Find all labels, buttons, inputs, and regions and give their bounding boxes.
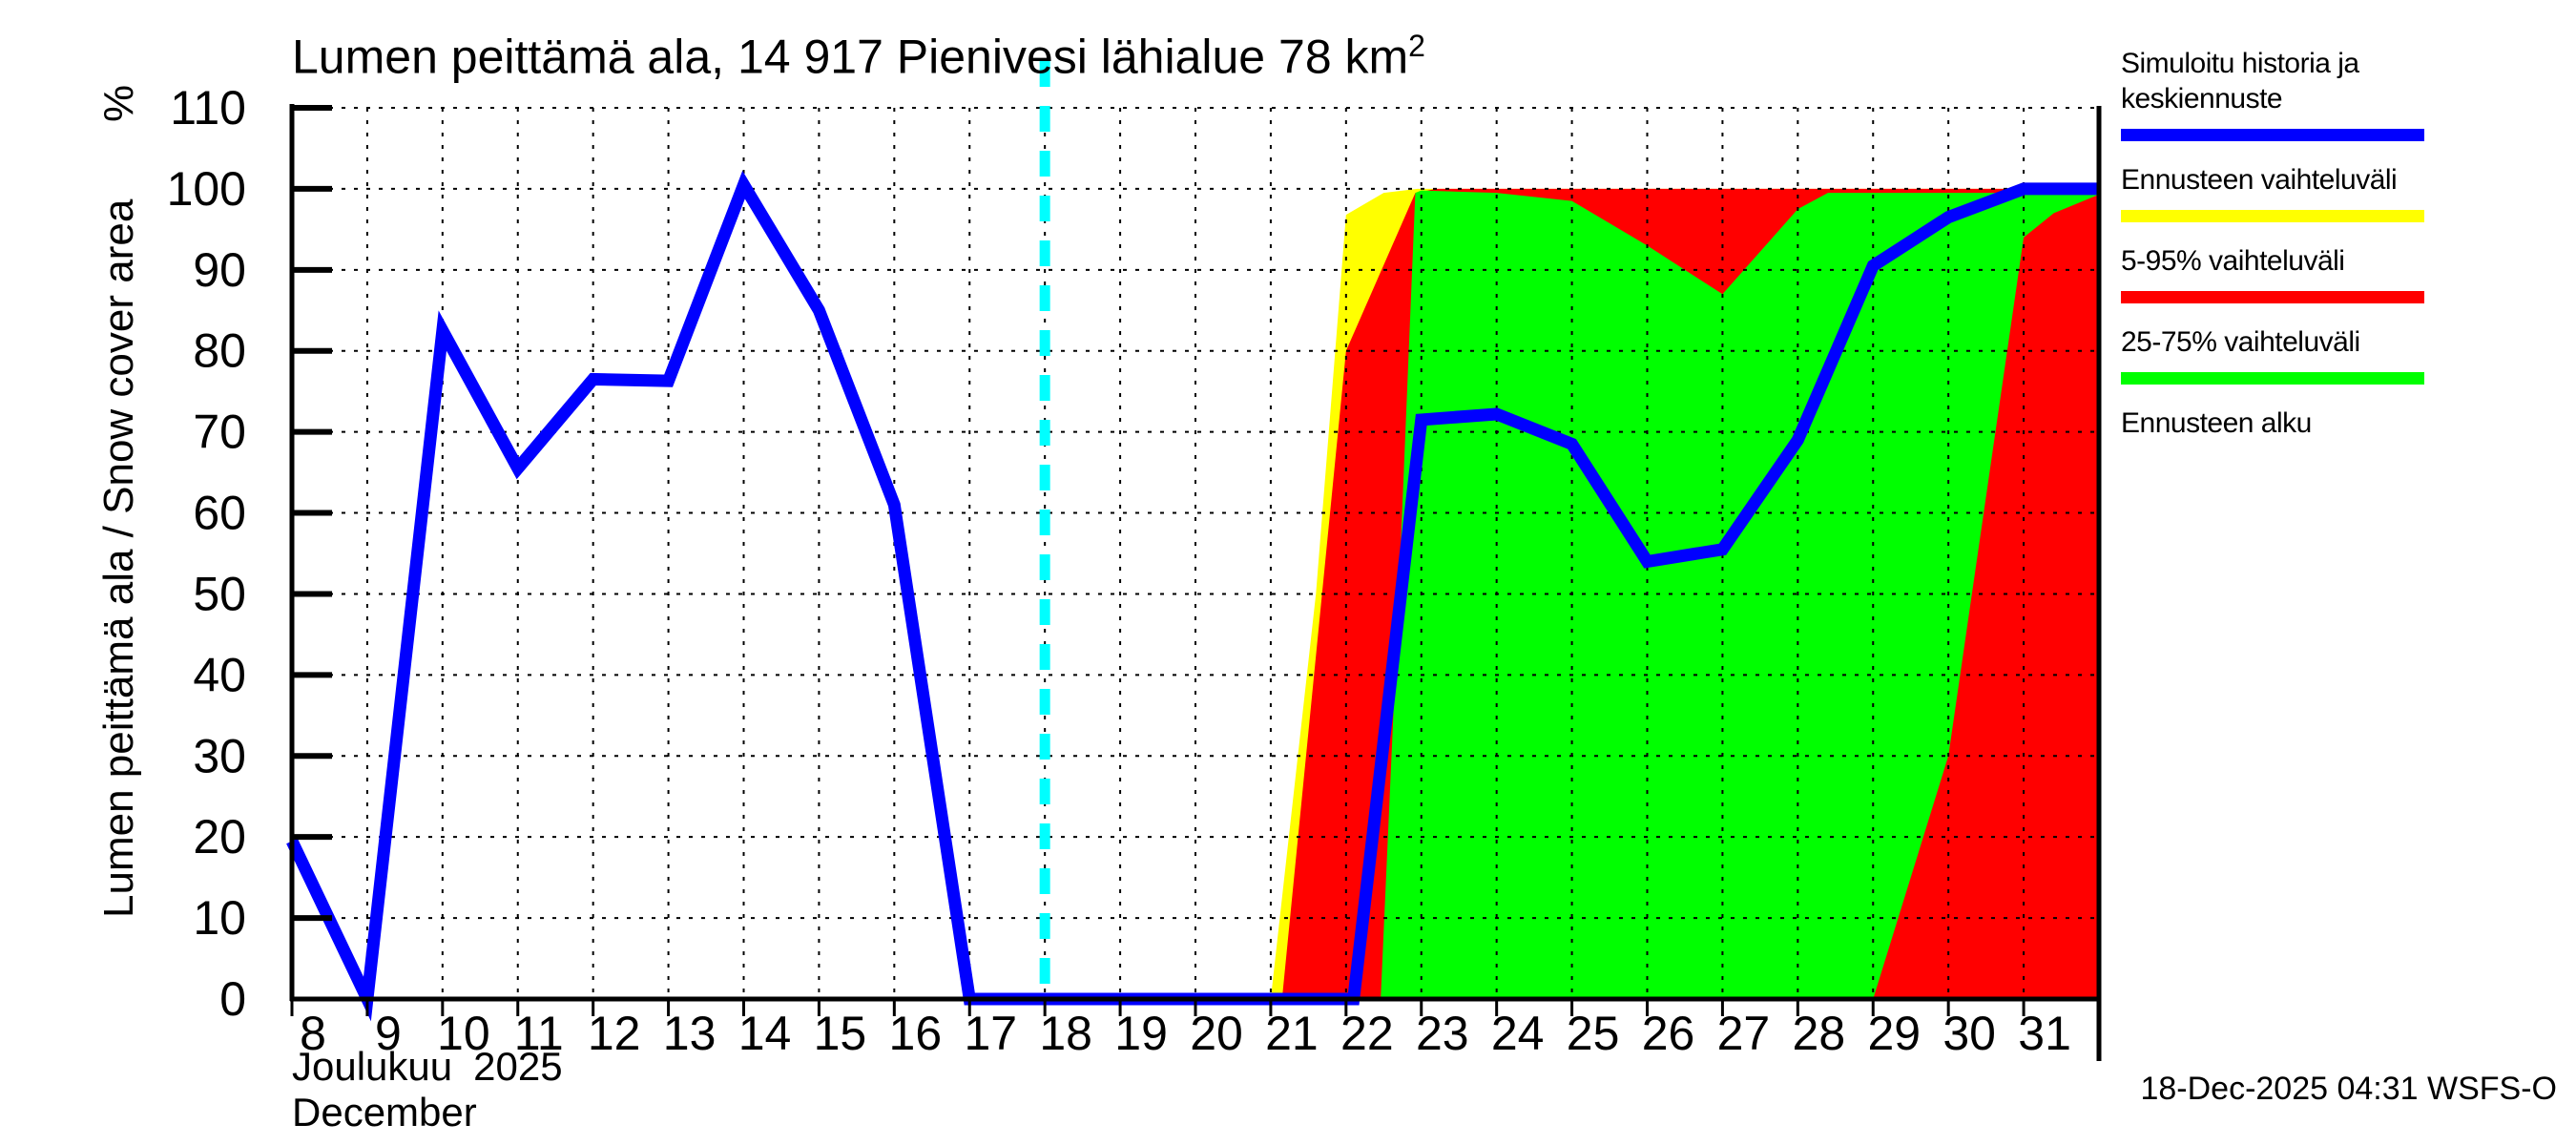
x-tick-label: 28 bbox=[1793, 1007, 1846, 1060]
legend-label: Simuloitu historia ja keskiennuste bbox=[2121, 48, 2359, 114]
y-tick-label: 20 bbox=[193, 810, 246, 864]
y-tick-label: 60 bbox=[193, 487, 246, 540]
x-tick-label: 15 bbox=[814, 1007, 867, 1060]
x-tick-label: 18 bbox=[1039, 1007, 1092, 1060]
y-tick-label: 0 bbox=[219, 972, 246, 1026]
x-tick-label: 16 bbox=[889, 1007, 943, 1060]
legend-item: Ennusteen vaihteluväli bbox=[2121, 162, 2436, 222]
y-tick-label: 10 bbox=[193, 891, 246, 945]
legend-label: Ennusteen vaihteluväli bbox=[2121, 164, 2398, 196]
legend-swatch-dashed bbox=[2121, 453, 2424, 466]
x-tick-label: 26 bbox=[1642, 1007, 1695, 1060]
legend-label: 25-75% vaihteluväli bbox=[2121, 326, 2360, 358]
year-label: 2025 bbox=[473, 1044, 563, 1089]
x-tick-label: 24 bbox=[1491, 1007, 1545, 1060]
x-axis-month-label: Joulukuu 2025 bbox=[292, 1044, 563, 1090]
chart-title: Lumen peittämä ala, 14 917 Pienivesi läh… bbox=[292, 29, 1425, 84]
y-axis-unit: % bbox=[95, 84, 142, 122]
x-tick-label: 30 bbox=[1942, 1007, 1996, 1060]
x-tick-label: 25 bbox=[1567, 1007, 1620, 1060]
legend-label: Ennusteen alku bbox=[2121, 407, 2312, 439]
x-tick-label: 27 bbox=[1717, 1007, 1771, 1060]
legend-item: 25-75% vaihteluväli bbox=[2121, 324, 2436, 385]
legend-swatch-solid bbox=[2121, 210, 2424, 222]
legend-label: 5-95% vaihteluväli bbox=[2121, 245, 2345, 277]
y-tick-label: 50 bbox=[193, 567, 246, 620]
y-tick-label: 30 bbox=[193, 729, 246, 782]
y-tick-label: 80 bbox=[193, 324, 246, 378]
y-axis-label: Lumen peittämä ala / Snow cover area bbox=[95, 198, 142, 918]
axes-frame bbox=[289, 104, 2102, 1061]
x-tick-label: 19 bbox=[1114, 1007, 1168, 1060]
legend-swatch-solid bbox=[2121, 129, 2424, 141]
x-tick-label: 31 bbox=[2018, 1007, 2071, 1060]
legend-item: 5-95% vaihteluväli bbox=[2121, 243, 2436, 303]
legend-swatch-solid bbox=[2121, 291, 2424, 303]
x-tick-label: 17 bbox=[964, 1007, 1017, 1060]
x-axis-month-label-en: December bbox=[292, 1090, 477, 1135]
legend: Simuloitu historia ja keskiennuste Ennust… bbox=[2121, 46, 2436, 487]
x-tick-label: 11 bbox=[514, 1007, 564, 1060]
x-tick-label: 22 bbox=[1340, 1007, 1394, 1060]
tick-labels: 0 10 20 30 40 50 60 70 80 90 100 110 8 9 10 11 12 13 14 15 1… bbox=[167, 81, 2071, 1060]
x-tick-label: 8 bbox=[300, 1007, 326, 1060]
x-tick-label: 12 bbox=[588, 1007, 641, 1060]
legend-item: Simuloitu historia ja keskiennuste bbox=[2121, 46, 2436, 141]
y-tick-label: 40 bbox=[193, 648, 246, 701]
x-tick-label: 20 bbox=[1190, 1007, 1243, 1060]
x-tick-label: 23 bbox=[1416, 1007, 1469, 1060]
y-tick-label: 110 bbox=[170, 81, 246, 135]
x-tick-label: 9 bbox=[375, 1007, 402, 1060]
gridlines bbox=[291, 107, 2099, 999]
legend-item: Ennusteen alku bbox=[2121, 406, 2436, 466]
x-tick-label: 21 bbox=[1265, 1007, 1319, 1060]
x-tick-label: 14 bbox=[738, 1007, 792, 1060]
timestamp-label: 18-Dec-2025 04:31 WSFS-O bbox=[2140, 1071, 2557, 1107]
x-tick-label: 10 bbox=[437, 1007, 490, 1060]
month-name-fi: Joulukuu bbox=[292, 1044, 453, 1089]
band-25-75-vaihteluv-li bbox=[1381, 190, 2099, 999]
x-tick-label: 13 bbox=[663, 1007, 717, 1060]
legend-swatch-solid bbox=[2121, 372, 2424, 385]
y-tick-label: 100 bbox=[167, 162, 246, 216]
x-tick-label: 29 bbox=[1867, 1007, 1921, 1060]
y-tick-label: 90 bbox=[193, 243, 246, 297]
y-tick-label: 70 bbox=[193, 406, 246, 459]
percentile-bands bbox=[1270, 188, 2099, 1000]
